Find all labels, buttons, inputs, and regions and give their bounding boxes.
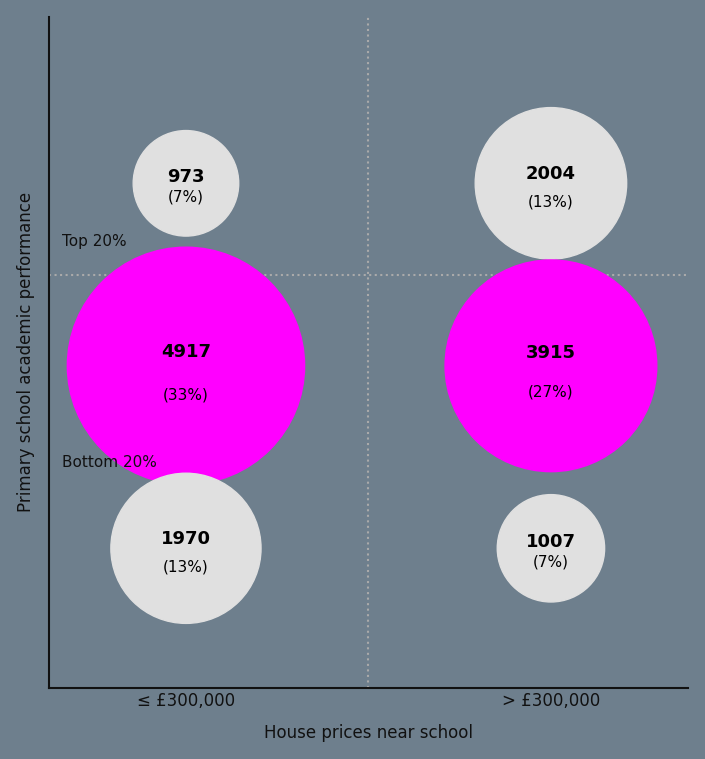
Circle shape: [475, 108, 627, 259]
Circle shape: [68, 247, 305, 484]
Text: (33%): (33%): [163, 388, 209, 403]
Circle shape: [111, 473, 261, 623]
Circle shape: [497, 495, 605, 602]
Text: (13%): (13%): [163, 559, 209, 575]
X-axis label: House prices near school: House prices near school: [264, 724, 473, 742]
Text: 1007: 1007: [526, 533, 576, 551]
Text: (13%): (13%): [528, 195, 574, 209]
Text: 2004: 2004: [526, 165, 576, 183]
Text: 4917: 4917: [161, 342, 211, 361]
Text: (7%): (7%): [533, 554, 569, 569]
Text: Bottom 20%: Bottom 20%: [62, 455, 157, 470]
Text: 3915: 3915: [526, 344, 576, 362]
Circle shape: [445, 260, 657, 471]
Text: (27%): (27%): [528, 385, 574, 400]
Text: 1970: 1970: [161, 531, 211, 548]
Text: (7%): (7%): [168, 189, 204, 204]
Text: 973: 973: [167, 168, 204, 186]
Text: Top 20%: Top 20%: [62, 235, 126, 249]
Y-axis label: Primary school academic performance: Primary school academic performance: [17, 192, 35, 512]
Circle shape: [133, 131, 239, 236]
